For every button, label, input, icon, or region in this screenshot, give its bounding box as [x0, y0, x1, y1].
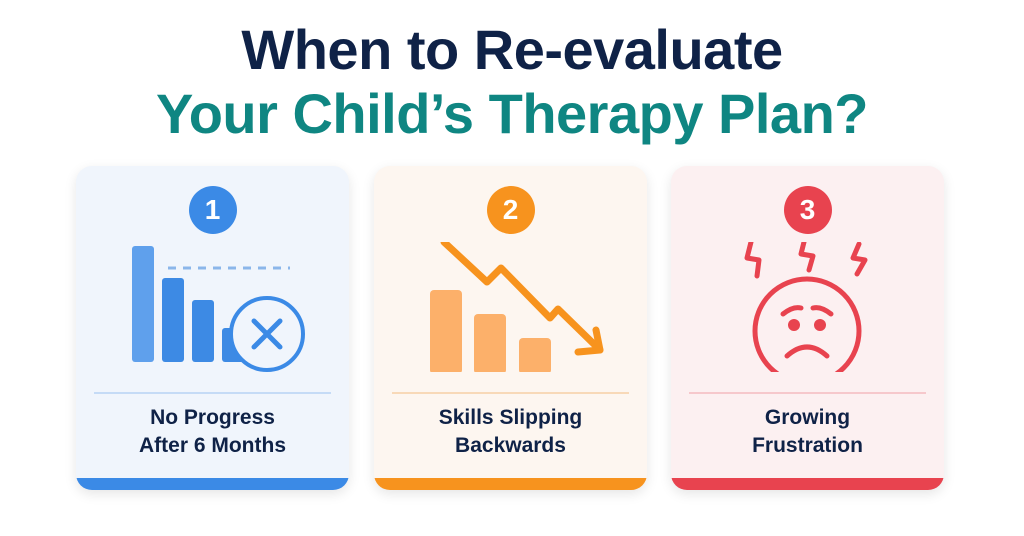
card-accent-bar — [374, 478, 647, 490]
card-label: Growing Frustration — [752, 406, 863, 457]
step-badge-3: 3 — [783, 186, 832, 234]
step-badge-1: 1 — [188, 186, 237, 234]
card-divider — [689, 392, 926, 394]
title-line-1: When to Re-evaluate — [241, 18, 783, 81]
page-title: When to Re-evaluate Your Child’s Therapy… — [0, 18, 1024, 146]
card-label: Skills Slipping Backwards — [438, 406, 583, 457]
bar-chart-x-icon — [76, 242, 349, 372]
frustrated-face-icon — [671, 235, 944, 386]
card-divider — [392, 392, 629, 394]
card-skills-slipping: 2 Skills Slipping Backwards — [374, 166, 647, 490]
card-label: No Progress After 6 Months — [139, 406, 286, 457]
card-no-progress: 1 No Progress After 6 Months — [76, 166, 349, 490]
trend-down-chart-icon — [374, 238, 647, 374]
step-badge-2: 2 — [486, 186, 535, 234]
card-divider — [94, 392, 331, 394]
title-line-2: Your Child’s Therapy Plan? — [156, 82, 869, 145]
card-accent-bar — [671, 478, 944, 490]
card-accent-bar — [76, 478, 349, 490]
card-growing-frustration: 3 Growing Frustration — [671, 166, 944, 490]
